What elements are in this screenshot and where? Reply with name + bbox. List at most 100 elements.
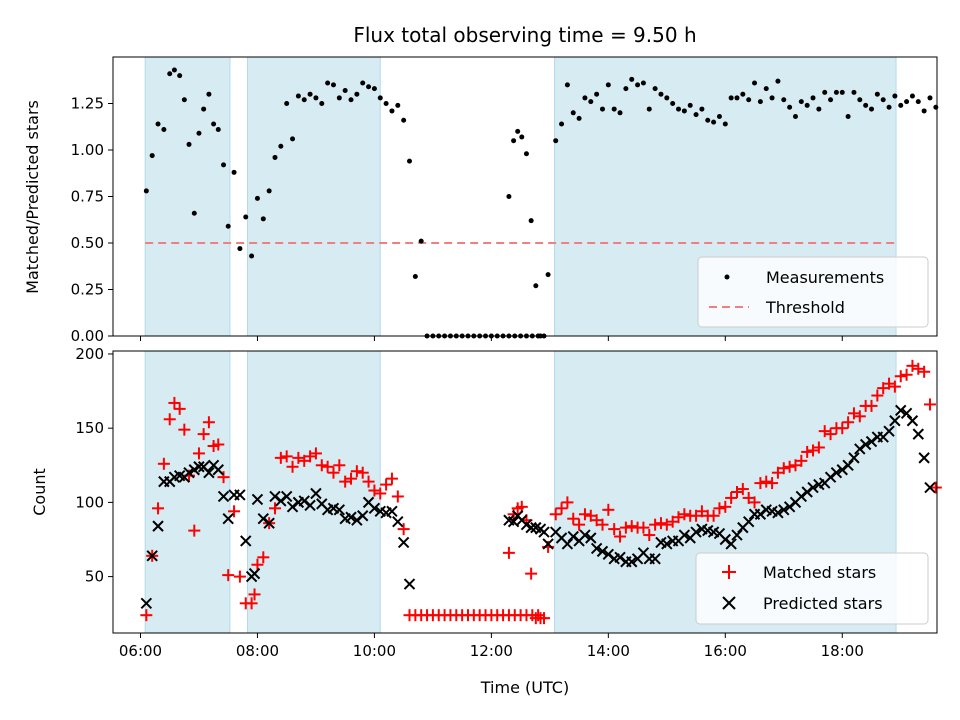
- measurement-point: [863, 102, 869, 108]
- matched-star-point: [654, 517, 667, 530]
- matched-star-point: [222, 569, 235, 582]
- matched-star-point: [140, 609, 153, 622]
- measurement-point: [201, 106, 207, 112]
- matched-star-point: [842, 416, 855, 429]
- measurement-point: [869, 106, 875, 112]
- predicted-star-point: [217, 490, 230, 503]
- bottom-x-ticks: 06:00 08:00 10:00 12:00 14:00 16:00 18:00: [119, 633, 864, 660]
- matched-star-point: [672, 511, 685, 524]
- measurement-point: [880, 97, 886, 103]
- matched-star-point: [883, 377, 896, 390]
- top-panel: 0.00 0.25 0.50 0.75 1.00 1.25 Matched/Predict…: [23, 56, 939, 345]
- measurement-point: [599, 106, 605, 112]
- matched-star-point: [152, 502, 165, 515]
- predicted-star-point: [626, 556, 638, 568]
- measurement-point: [582, 95, 588, 101]
- matched-star-point: [619, 521, 632, 534]
- measurement-point: [769, 95, 775, 101]
- predicted-star-point: [248, 567, 261, 580]
- shaded-interval-0: [144, 350, 231, 634]
- measurement-point: [336, 95, 342, 101]
- predicted-star-point: [193, 461, 205, 473]
- measurement-point: [149, 153, 155, 159]
- predicted-star-point: [234, 489, 246, 501]
- matched-star-point: [801, 445, 814, 458]
- predicted-star-point: [146, 550, 158, 562]
- top-y-tick-label: 0.75: [71, 188, 104, 206]
- measurement-point: [763, 86, 769, 92]
- matched-star-point: [748, 496, 761, 509]
- matched-star-point: [783, 460, 796, 473]
- predicted-star-point: [392, 515, 404, 528]
- matched-star-point: [168, 396, 181, 409]
- measurement-point: [290, 136, 296, 142]
- x-tick-label: 06:00: [119, 642, 162, 660]
- matched-star-point: [795, 454, 808, 467]
- predicted-star-point: [859, 438, 872, 451]
- matched-star-point: [173, 402, 186, 415]
- matched-stars-points: [140, 359, 942, 625]
- predicted-star-point: [596, 545, 609, 558]
- predicted-star-point: [883, 425, 895, 437]
- measurement-point: [553, 138, 559, 144]
- measurement-point: [892, 93, 898, 99]
- matched-star-point: [906, 359, 919, 372]
- measurement-point: [545, 272, 551, 278]
- measurement-point: [412, 273, 418, 279]
- predicted-star-point: [906, 415, 919, 427]
- matched-star-point: [228, 505, 241, 518]
- predicted-star-point: [357, 510, 369, 522]
- top-x-ticks: [139, 336, 843, 341]
- measurement-point: [635, 82, 641, 88]
- measurement-point: [266, 188, 272, 194]
- measurement-point: [629, 76, 635, 82]
- matched-star-point: [251, 558, 264, 571]
- measurement-point: [231, 169, 237, 175]
- matched-star-point: [202, 416, 215, 429]
- measurement-point: [605, 82, 611, 88]
- predicted-star-point: [725, 538, 737, 550]
- predicted-star-point: [368, 502, 381, 515]
- matched-star-point: [608, 523, 621, 536]
- predicted-star-point: [924, 481, 936, 494]
- measurement-point: [617, 110, 623, 116]
- matched-star-point: [824, 428, 837, 441]
- matched-star-point: [274, 451, 287, 464]
- bottom-legend: Matched stars Predicted stars: [695, 552, 929, 625]
- matched-star-point: [900, 368, 913, 381]
- predicted-star-point: [310, 487, 322, 500]
- matched-star-point: [286, 460, 299, 473]
- predicted-star-point: [918, 452, 930, 464]
- matched-star-point: [163, 413, 176, 426]
- matched-star-point: [578, 508, 591, 521]
- measurement-point: [716, 114, 722, 120]
- measurement-point: [746, 97, 752, 103]
- measurement-point: [406, 158, 412, 164]
- matched-star-point: [912, 362, 925, 375]
- predicted-star-point: [778, 504, 790, 516]
- measurement-point: [330, 82, 336, 88]
- matched-star-point: [197, 428, 210, 441]
- measurement-point: [511, 138, 517, 144]
- matched-star-point: [525, 567, 538, 580]
- top-y-tick-label: 0.25: [71, 281, 104, 299]
- legend-predicted-label: Predicted stars: [763, 594, 883, 613]
- measurement-point: [775, 78, 781, 84]
- matched-star-point: [268, 502, 281, 515]
- measurement-point: [243, 214, 249, 220]
- measurement-point: [260, 216, 266, 222]
- predicted-star-point: [152, 520, 164, 532]
- measurement-point: [177, 73, 183, 79]
- matched-star-point: [807, 444, 820, 457]
- predicted-star-point: [538, 526, 550, 538]
- top-y-tick-label: 0.00: [71, 327, 104, 345]
- predicted-star-point: [222, 513, 234, 525]
- predicted-star-point: [848, 452, 860, 464]
- measurement-points: [143, 67, 939, 339]
- matched-star-point: [245, 597, 258, 610]
- matched-star-point: [321, 460, 334, 473]
- predicted-star-point: [661, 538, 673, 550]
- shaded-interval-0: [144, 56, 231, 337]
- x-tick-label: 08:00: [236, 642, 279, 660]
